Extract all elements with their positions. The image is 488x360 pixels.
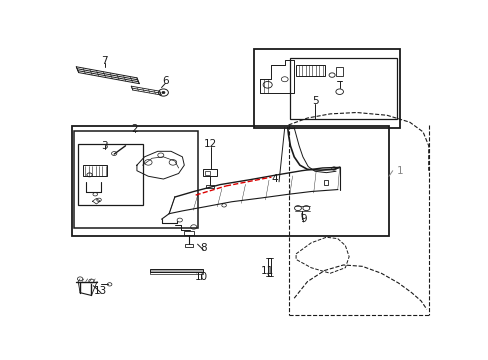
Bar (203, 169, 216, 176)
Bar (335, 67, 343, 76)
Text: 4: 4 (271, 174, 278, 184)
Bar (72, 126, 388, 236)
Text: 12: 12 (204, 139, 217, 149)
Text: 10: 10 (194, 273, 207, 283)
Bar (184, 231, 193, 235)
Bar (267, 258, 270, 276)
Bar (323, 180, 327, 185)
Text: 8: 8 (200, 243, 206, 253)
Bar (78, 144, 142, 205)
Bar (82, 165, 107, 176)
Bar (206, 185, 213, 188)
Text: 9: 9 (300, 214, 306, 224)
Text: 11: 11 (261, 266, 274, 275)
Bar (290, 58, 396, 120)
Text: 2: 2 (131, 124, 138, 134)
Bar (74, 131, 197, 228)
Text: 7: 7 (101, 56, 108, 66)
Text: 1: 1 (396, 166, 403, 176)
Text: 3: 3 (101, 141, 108, 151)
Text: 6: 6 (162, 76, 168, 86)
Bar (150, 273, 203, 274)
Bar (205, 171, 209, 175)
Text: 5: 5 (311, 96, 318, 107)
Bar (296, 66, 324, 76)
Text: 13: 13 (94, 286, 107, 296)
Bar (150, 269, 203, 273)
Bar (254, 49, 400, 128)
Circle shape (162, 91, 164, 94)
Bar (185, 244, 193, 247)
